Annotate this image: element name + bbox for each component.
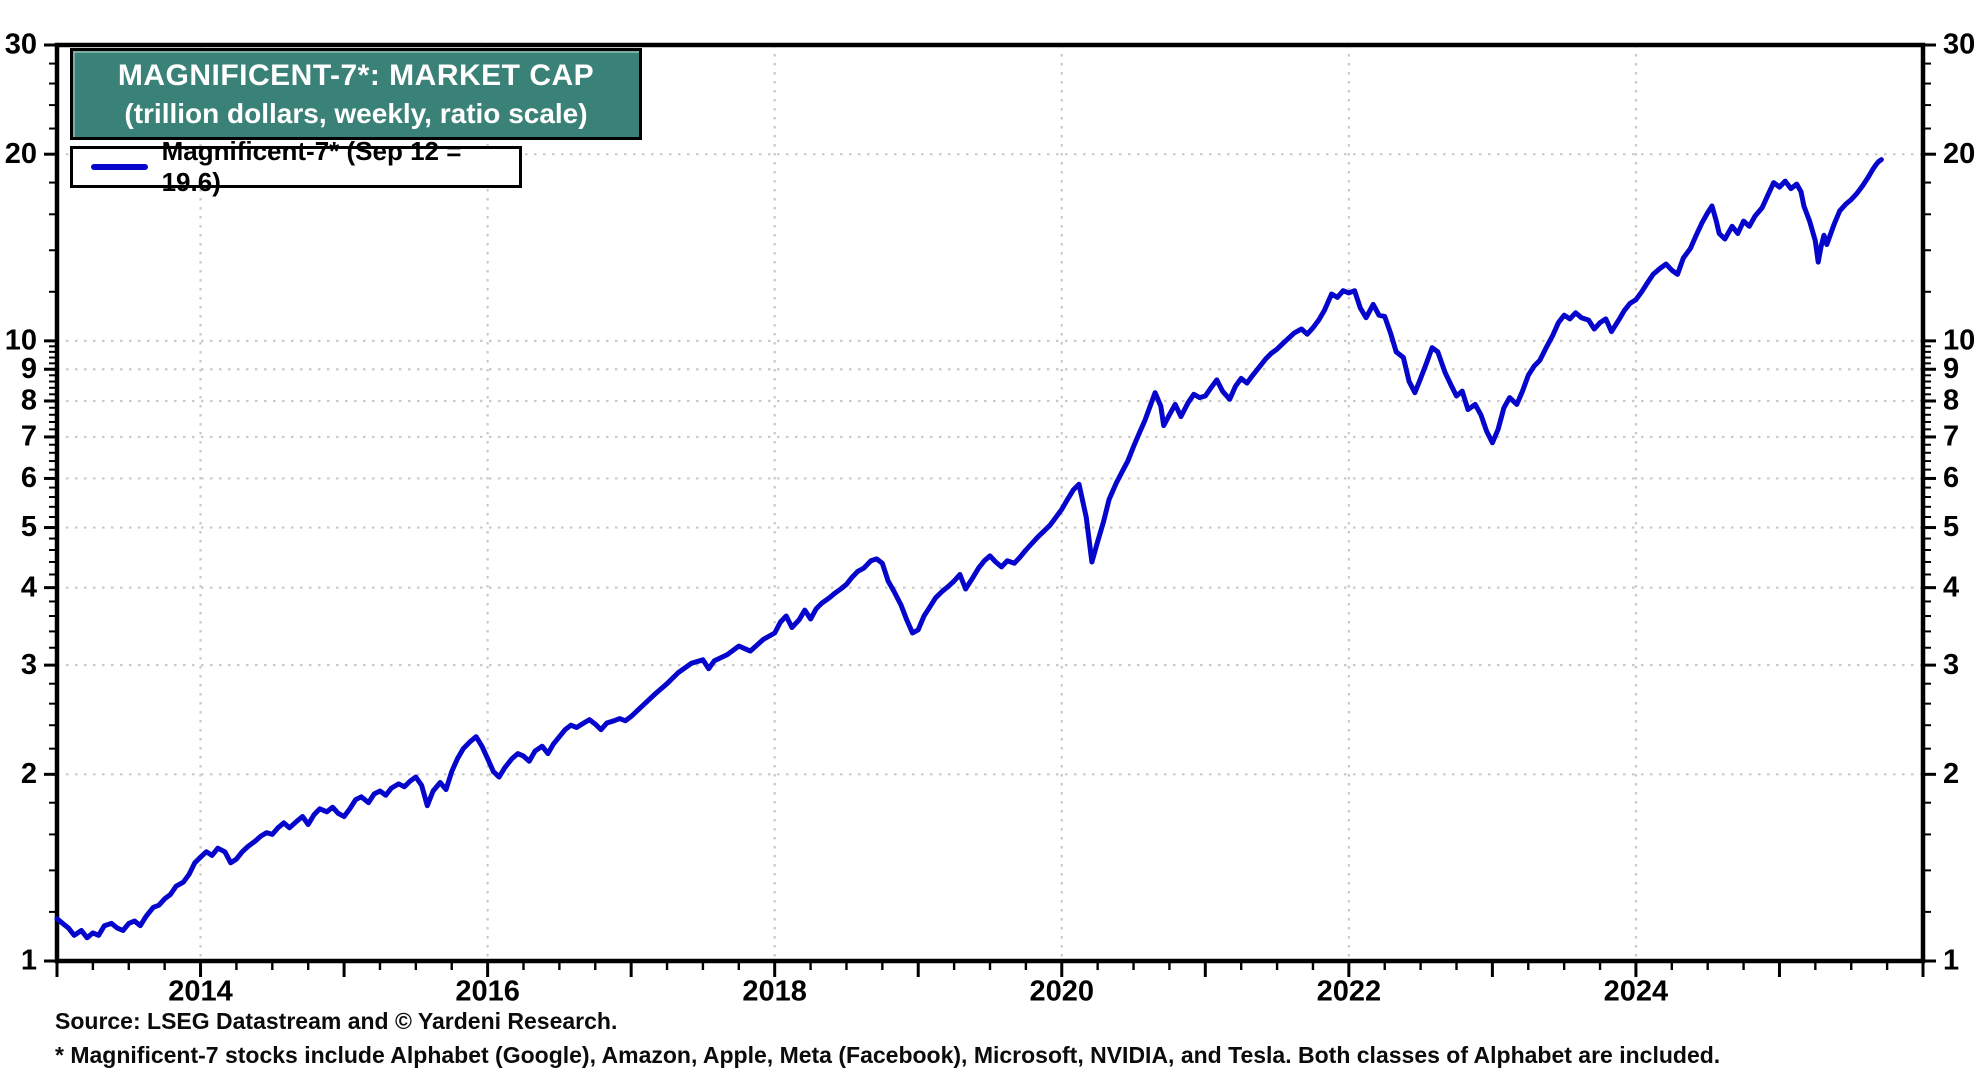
x-axis-year-label: 2016 <box>455 976 520 1008</box>
y-axis-label-right: 4 <box>1943 571 1959 603</box>
y-axis-label-left: 6 <box>21 462 37 494</box>
y-axis-label-right: 8 <box>1943 385 1959 417</box>
y-axis-label-right: 9 <box>1943 353 1959 385</box>
source-text: Source: LSEG Datastream and © Yardeni Re… <box>55 1008 618 1034</box>
y-axis-label-left: 3 <box>21 649 37 681</box>
chart-title-box: MAGNIFICENT-7*: MARKET CAP (trillion dol… <box>70 48 642 140</box>
chart-title: MAGNIFICENT-7*: MARKET CAP <box>117 59 595 92</box>
x-axis-year-label: 2014 <box>168 976 233 1008</box>
x-axis-year-label: 2018 <box>742 976 807 1008</box>
y-axis-label-right: 20 <box>1943 138 1975 170</box>
x-axis-year-label: 2022 <box>1317 976 1382 1008</box>
legend-box: Magnificent-7* (Sep 12 = 19.6) <box>70 136 522 197</box>
y-axis-label-right: 30 <box>1943 29 1975 61</box>
y-axis-label-right: 5 <box>1943 511 1959 543</box>
y-axis-label-right: 1 <box>1943 945 1959 977</box>
chart-subtitle: (trillion dollars, weekly, ratio scale) <box>124 98 588 129</box>
x-axis-year-label: 2020 <box>1030 976 1095 1008</box>
y-axis-label-left: 20 <box>5 138 37 170</box>
y-axis-label-right: 2 <box>1943 758 1959 790</box>
y-axis-label-left: 9 <box>21 353 37 385</box>
legend-line-swatch <box>91 164 148 170</box>
y-axis-label-right: 3 <box>1943 649 1959 681</box>
footnote-text: * Magnificent-7 stocks include Alphabet … <box>55 1042 1721 1068</box>
y-axis-label-right: 7 <box>1943 421 1959 453</box>
y-axis-label-left: 8 <box>21 385 37 417</box>
y-axis-label-left: 10 <box>5 325 37 357</box>
series-line-magnificent-7 <box>54 157 1884 941</box>
y-axis-label-left: 1 <box>21 945 37 977</box>
y-axis-label-left: 30 <box>5 29 37 61</box>
x-axis-year-label: 2024 <box>1604 976 1669 1008</box>
y-axis-label-left: 2 <box>21 758 37 790</box>
y-axis-label-left: 7 <box>21 421 37 453</box>
y-axis-label-left: 4 <box>21 571 37 603</box>
legend-label: Magnificent-7* (Sep 12 = 19.6) <box>161 136 462 197</box>
y-axis-label-right: 10 <box>1943 325 1975 357</box>
y-axis-label-right: 6 <box>1943 462 1959 494</box>
y-axis-label-left: 5 <box>21 511 37 543</box>
